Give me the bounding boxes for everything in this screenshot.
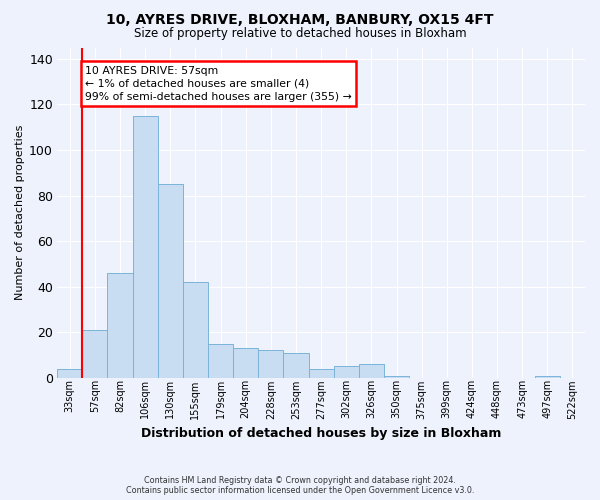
Bar (57, 368, 82, 378)
Bar (384, 376, 409, 378)
Text: 10, AYRES DRIVE, BLOXHAM, BANBURY, OX15 4FT: 10, AYRES DRIVE, BLOXHAM, BANBURY, OX15 … (106, 12, 494, 26)
Bar (308, 368, 334, 378)
Bar (107, 273, 133, 378)
Bar (535, 376, 560, 378)
Bar (208, 344, 233, 378)
Text: Size of property relative to detached houses in Bloxham: Size of property relative to detached ho… (134, 28, 466, 40)
Text: 10 AYRES DRIVE: 57sqm
← 1% of detached houses are smaller (4)
99% of semi-detach: 10 AYRES DRIVE: 57sqm ← 1% of detached h… (85, 66, 352, 102)
Bar (82, 330, 107, 378)
Bar (258, 350, 283, 378)
Bar (334, 366, 359, 378)
Bar (183, 282, 208, 378)
Bar (233, 348, 258, 378)
Bar (133, 116, 158, 378)
Bar (359, 364, 384, 378)
Text: Contains HM Land Registry data © Crown copyright and database right 2024.
Contai: Contains HM Land Registry data © Crown c… (126, 476, 474, 495)
Bar (283, 352, 308, 378)
X-axis label: Distribution of detached houses by size in Bloxham: Distribution of detached houses by size … (141, 427, 501, 440)
Bar (158, 184, 183, 378)
Y-axis label: Number of detached properties: Number of detached properties (15, 125, 25, 300)
